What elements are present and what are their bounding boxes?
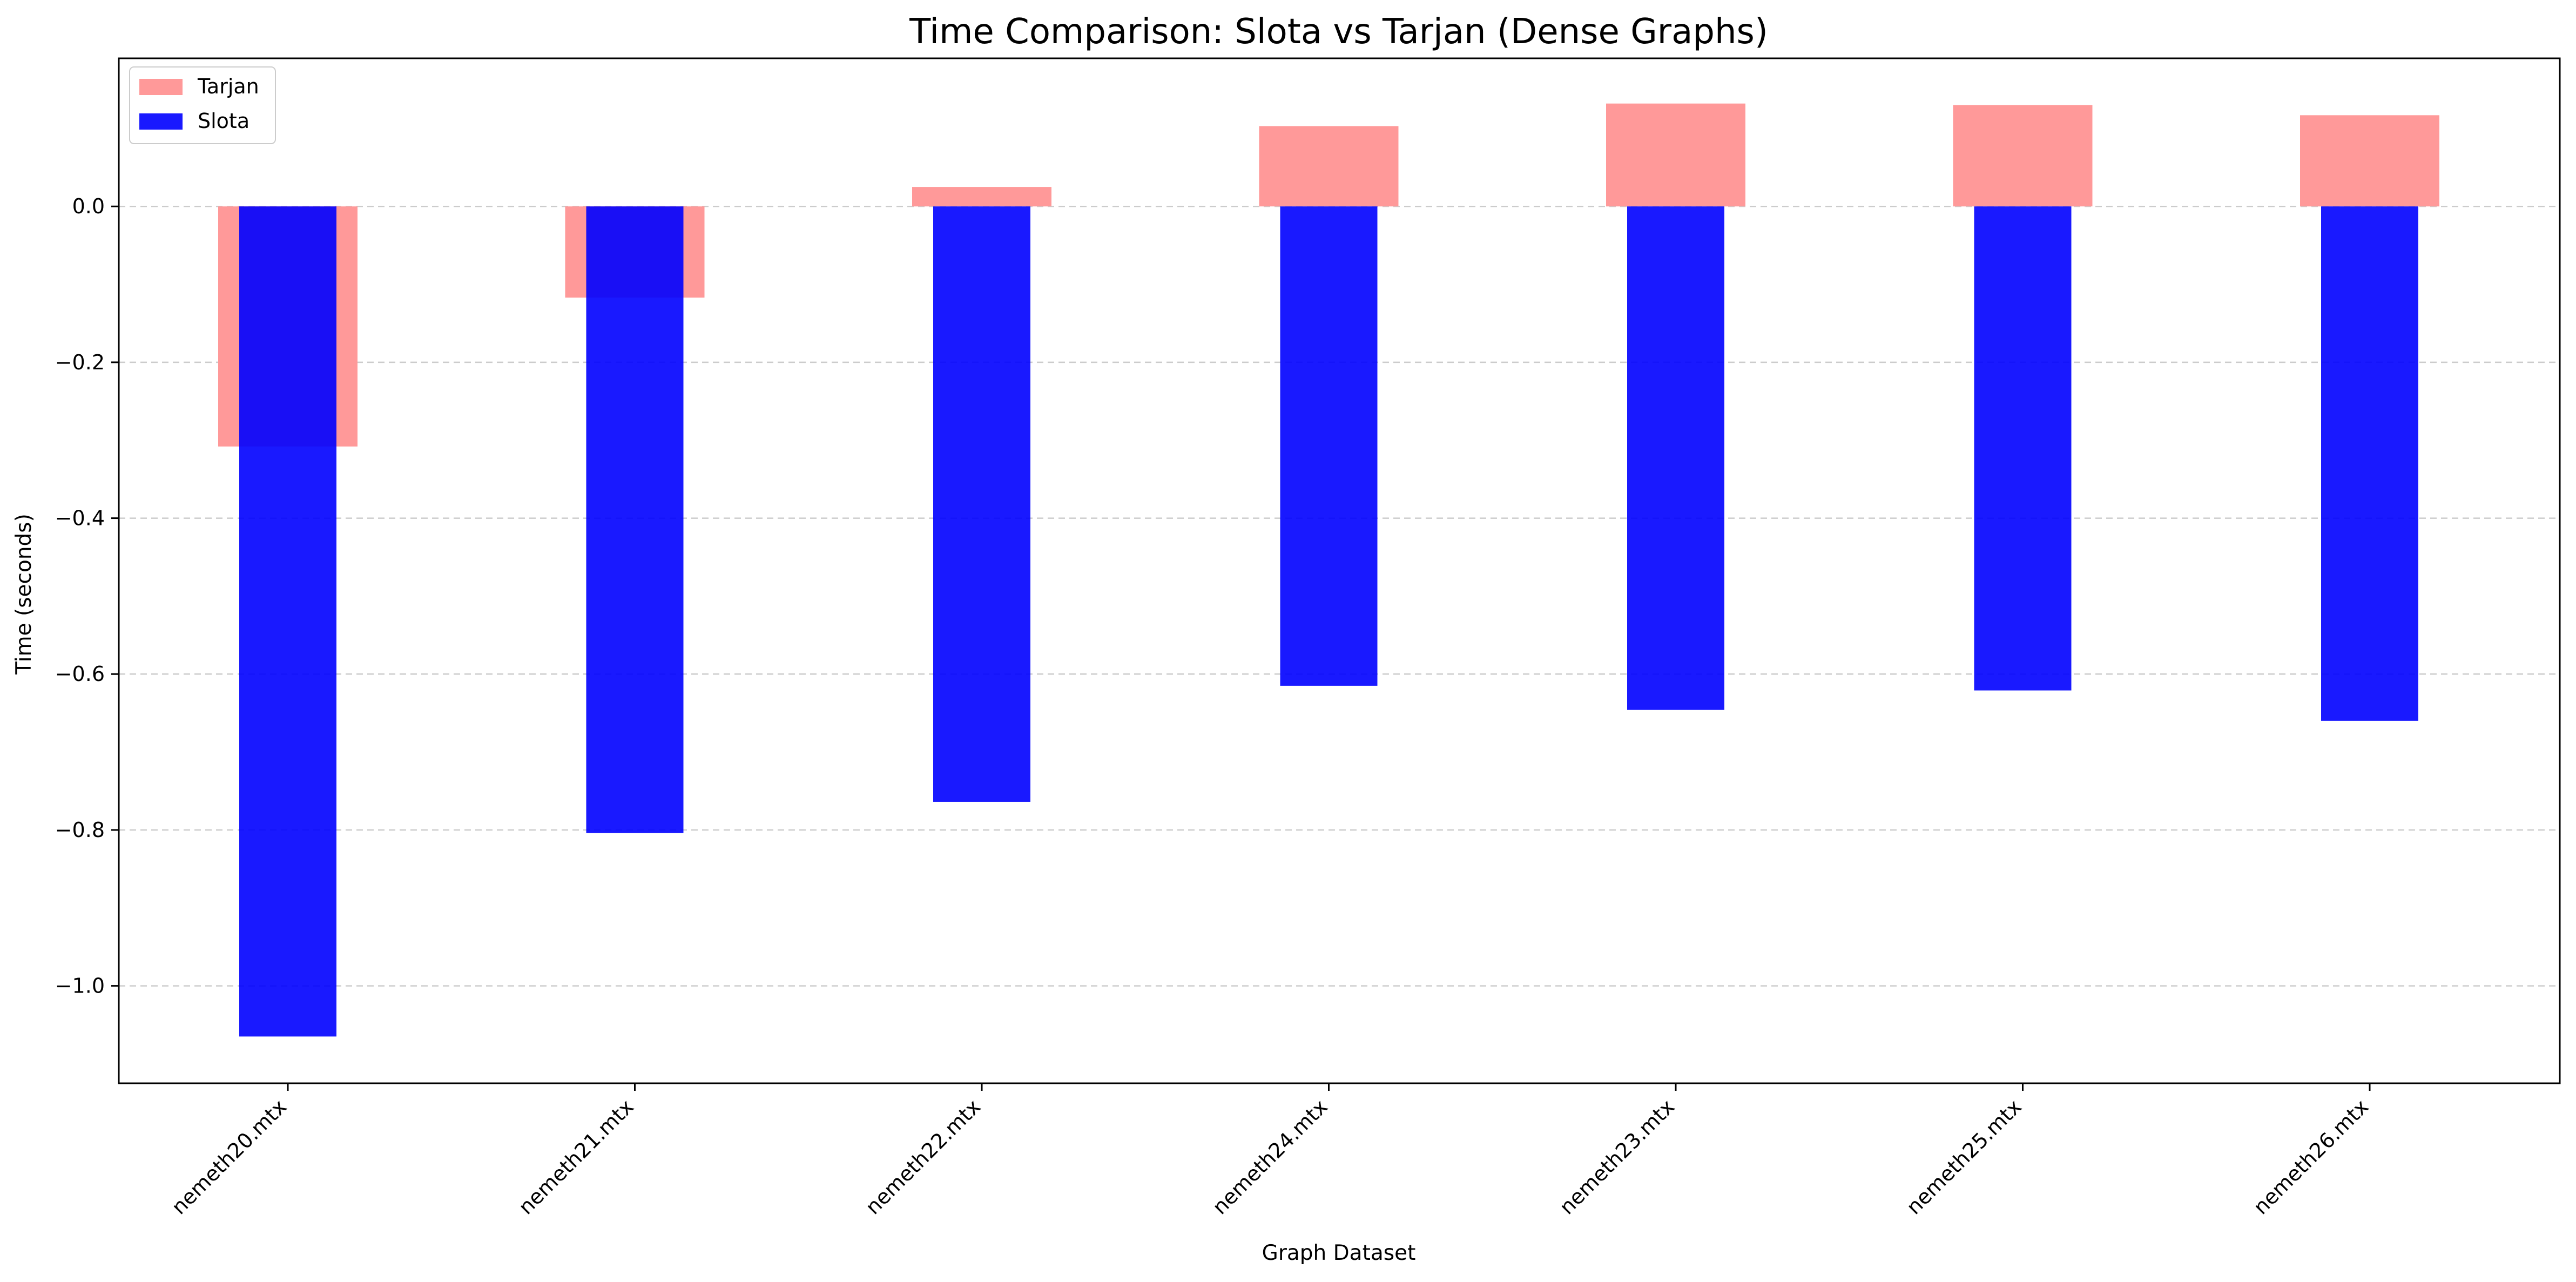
bar-tarjan bbox=[1259, 126, 1399, 207]
plot-frame bbox=[118, 57, 2561, 1084]
bar-tarjan bbox=[1953, 105, 2093, 207]
bar-slota bbox=[2321, 206, 2418, 721]
bar-tarjan bbox=[912, 187, 1051, 207]
y-axis-label: Time (seconds) bbox=[12, 514, 36, 675]
bar-slota bbox=[1627, 206, 1724, 710]
y-tick-label: −0.4 bbox=[55, 507, 105, 530]
legend: Tarjan Slota bbox=[129, 66, 276, 144]
y-tick-label: −0.2 bbox=[55, 350, 105, 374]
legend-swatch-tarjan bbox=[139, 79, 183, 95]
legend-swatch-slota bbox=[139, 113, 183, 130]
bars bbox=[218, 103, 2439, 1037]
bar-slota bbox=[239, 206, 336, 1037]
bar-tarjan bbox=[1606, 103, 1745, 207]
bar-slota bbox=[586, 206, 684, 833]
legend-label-tarjan: Tarjan bbox=[197, 75, 259, 98]
bar-slota bbox=[933, 206, 1030, 802]
bar-slota bbox=[1280, 206, 1378, 686]
chart-title: Time Comparison: Slota vs Tarjan (Dense … bbox=[909, 12, 1768, 52]
y-tick-label: −0.8 bbox=[55, 818, 105, 842]
legend-label-slota: Slota bbox=[198, 109, 249, 133]
y-tick-label: −0.6 bbox=[55, 662, 105, 686]
bar-tarjan bbox=[2300, 115, 2439, 207]
x-axis-label: Graph Dataset bbox=[1262, 1241, 1416, 1265]
y-tick-label: 0.0 bbox=[72, 194, 105, 218]
bar-slota bbox=[1974, 206, 2072, 691]
y-tick-label: −1.0 bbox=[55, 974, 105, 998]
